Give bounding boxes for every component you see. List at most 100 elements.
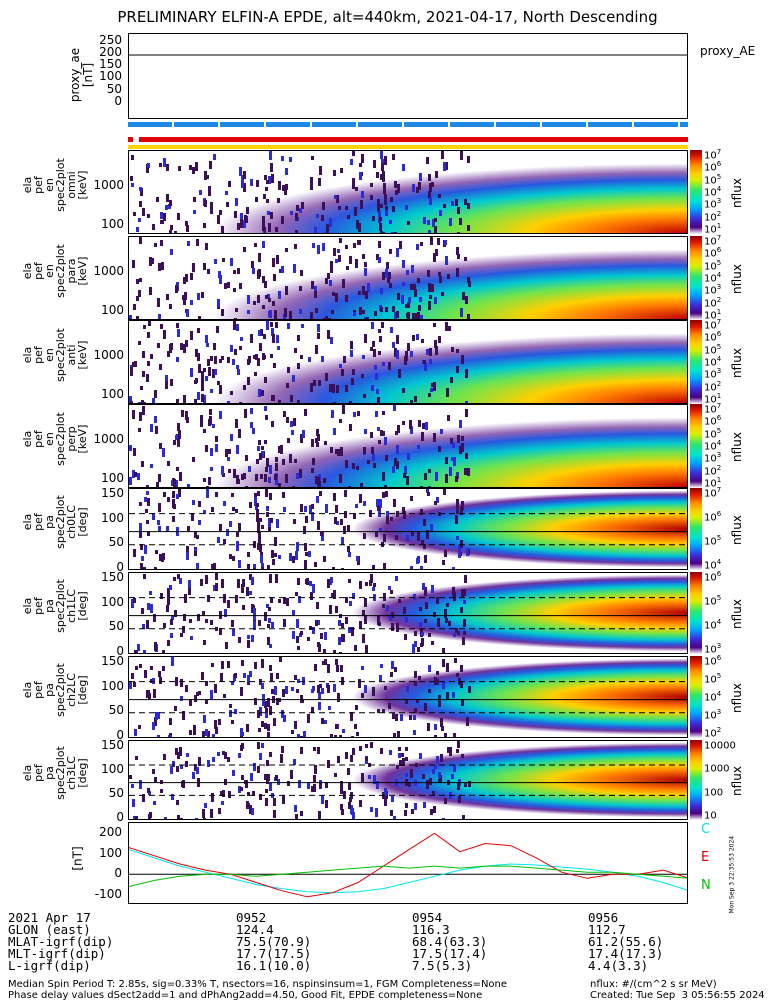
colorbar-base: 10 bbox=[704, 344, 717, 356]
colorbar-unit: nflux bbox=[729, 348, 744, 378]
proxy-ae-panel bbox=[128, 33, 688, 119]
panel-ytick: 1000 bbox=[93, 348, 124, 363]
panel-ytick: 100 bbox=[101, 510, 124, 525]
colorbar-label: 101 bbox=[704, 308, 721, 321]
colorbar-exp: 2 bbox=[716, 379, 722, 388]
colorbar-exp: 5 bbox=[716, 426, 722, 435]
footer-note-1: Median Spin Period T: 2.85s, sig=0.33% T… bbox=[8, 979, 508, 990]
colorbar-label: 1000 bbox=[704, 761, 729, 775]
colorbar-base: 10 bbox=[704, 478, 717, 490]
colorbar-exp: 2 bbox=[716, 726, 722, 734]
colorbar-label: 103 bbox=[704, 367, 721, 380]
panel-ytick: 50 bbox=[108, 785, 124, 800]
panel-ytick: 100 bbox=[101, 678, 124, 693]
panel-ytick: 0 bbox=[116, 809, 124, 824]
colorbar-label: 104 bbox=[704, 618, 721, 631]
colorbar-base: 10 bbox=[704, 162, 717, 174]
colorbar-label: 100 bbox=[704, 785, 723, 798]
colorbar-base: 10 bbox=[704, 656, 717, 668]
colorbar-base: 10 bbox=[704, 620, 717, 632]
colorbar-base: 10 bbox=[704, 357, 717, 369]
panel-ytick: 150 bbox=[101, 485, 124, 500]
panel-ylabel: ela pef pa spec2plot ch2LC [deg] bbox=[21, 663, 89, 717]
colorbar-label: 105 bbox=[704, 672, 721, 685]
colorbar-exp: 6 bbox=[716, 510, 722, 518]
footer-row-value: 124.4 bbox=[236, 922, 274, 937]
colorbar-label: 102 bbox=[704, 464, 721, 477]
legend-e: E bbox=[701, 850, 710, 865]
panel-ytick: 100 bbox=[101, 594, 124, 609]
colorbar-base: 10 bbox=[704, 488, 717, 500]
footer-row-value: 17.7(17.5) bbox=[236, 946, 312, 961]
proxy-ae-legend: proxy_AE bbox=[700, 44, 756, 58]
colorbar-base: 10 bbox=[704, 428, 717, 440]
footer-row-value: 75.5(70.9) bbox=[236, 934, 312, 949]
colorbar-label: 106 bbox=[704, 570, 721, 583]
colorbar-exp: 5 bbox=[716, 342, 722, 351]
colorbar-exp: 1 bbox=[716, 476, 722, 484]
footer-row-value: 116.3 bbox=[412, 922, 450, 937]
panel-ytick: 100 bbox=[101, 386, 124, 401]
colorbar-base: 10 bbox=[704, 174, 717, 186]
colorbar-base: 10000 bbox=[704, 740, 736, 752]
colorbar-exp: 2 bbox=[716, 295, 722, 304]
status-bar-red bbox=[139, 137, 688, 142]
status-bar-blue bbox=[128, 122, 688, 127]
colorbar-exp: 5 bbox=[716, 258, 722, 267]
colorbar bbox=[690, 404, 702, 488]
fgm-ytick: 0 bbox=[114, 866, 122, 881]
colorbar bbox=[690, 150, 702, 234]
colorbar-exp: 3 bbox=[716, 708, 722, 716]
panel-ytick: 50 bbox=[108, 703, 124, 718]
colorbar-unit: nflux bbox=[729, 264, 744, 294]
colorbar-exp: 4 bbox=[716, 690, 722, 698]
footer-row-value: 17.5(17.4) bbox=[412, 946, 488, 961]
footer-row-value: 7.5(5.3) bbox=[412, 958, 473, 973]
fgm-ytick: -100 bbox=[94, 886, 122, 901]
colorbar-base: 10 bbox=[704, 211, 717, 223]
colorbar-label: 103 bbox=[704, 197, 721, 210]
proxy-ytick: 200 bbox=[99, 45, 122, 59]
colorbar-exp: 2 bbox=[716, 209, 722, 218]
footer-row-value: 0952 bbox=[236, 910, 267, 925]
colorbar bbox=[690, 656, 702, 738]
proxy-ytick: 150 bbox=[99, 57, 122, 71]
panel-ylabel: ela pef en spec2plot omni [keV] bbox=[21, 158, 89, 212]
colorbar-exp: 4 bbox=[716, 185, 722, 193]
colorbar-label: 104 bbox=[704, 271, 721, 284]
colorbar-exp: 3 bbox=[716, 283, 722, 292]
colorbar-base: 10 bbox=[704, 536, 717, 548]
colorbar-base: 10 bbox=[704, 416, 717, 428]
colorbar-unit: nflux bbox=[729, 683, 744, 713]
colorbar bbox=[690, 740, 702, 820]
colorbar-unit: nflux bbox=[729, 178, 744, 208]
panel-ytick: 1000 bbox=[93, 432, 124, 447]
colorbar-base: 10 bbox=[704, 710, 717, 722]
colorbar-unit: nflux bbox=[729, 432, 744, 462]
colorbar-label: 104 bbox=[704, 185, 721, 198]
panel-ytick: 1000 bbox=[93, 264, 124, 279]
colorbar-label: 103 bbox=[704, 642, 721, 655]
colorbar-base: 10 bbox=[704, 320, 717, 332]
panel-ytick: 0 bbox=[116, 559, 124, 574]
panel-ytick: 150 bbox=[101, 653, 124, 668]
colorbar-label: 107 bbox=[704, 148, 721, 161]
colorbar-label: 104 bbox=[704, 558, 721, 571]
colorbar-label: 102 bbox=[704, 380, 721, 393]
colorbar-base: 10 bbox=[704, 404, 717, 416]
footer-row-value: 61.2(55.6) bbox=[588, 934, 664, 949]
spectrogram-panel bbox=[128, 740, 688, 820]
series-line-C bbox=[129, 849, 687, 894]
footer-row-label: MLAT-igrf(dip) bbox=[8, 934, 114, 949]
colorbar-exp: 6 bbox=[716, 414, 722, 423]
colorbar-base: 10 bbox=[704, 560, 717, 572]
colorbar-base: 10 bbox=[704, 297, 717, 309]
colorbar-base: 10 bbox=[704, 236, 717, 248]
panel-ytick: 100 bbox=[101, 761, 124, 776]
colorbar-label: 105 bbox=[704, 343, 721, 356]
colorbar-exp: 6 bbox=[716, 330, 722, 339]
panel-ylabel: ela pef en spec2plot perp [keV] bbox=[21, 412, 89, 466]
fgm-ytick: 200 bbox=[99, 825, 122, 840]
proxy-ytick: 50 bbox=[106, 82, 122, 96]
colorbar-label: 103 bbox=[704, 451, 721, 464]
